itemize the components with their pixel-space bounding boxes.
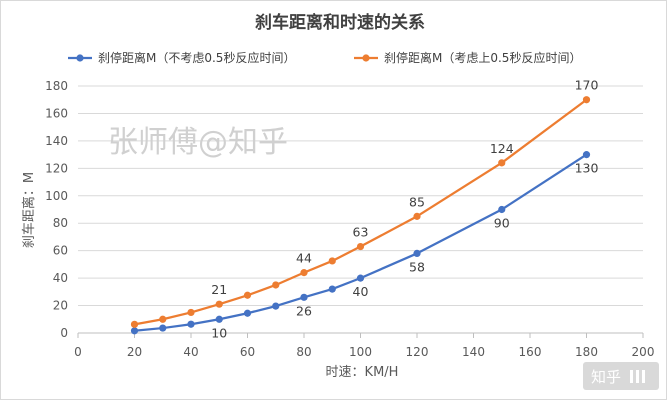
x-tick-label: 160	[519, 345, 542, 359]
data-label: 26	[296, 303, 312, 318]
y-tick-label: 60	[53, 244, 68, 258]
data-point	[215, 300, 223, 308]
data-point	[159, 315, 167, 323]
data-label: 44	[296, 251, 312, 266]
logo-bar-2	[636, 370, 639, 383]
y-tick-label: 160	[45, 106, 68, 120]
legend: 刹停距离M（不考虑0.5秒反应时间） 刹停距离M（考虑上0.5秒反应时间）	[68, 50, 581, 65]
legend-marker-2	[362, 54, 370, 62]
y-tick-label: 20	[53, 299, 68, 313]
x-axis-title: 时速：KM/H	[326, 365, 399, 380]
data-point	[130, 320, 139, 328]
y-tick-label: 140	[45, 134, 68, 148]
data-point	[413, 212, 421, 220]
data-point	[187, 308, 195, 317]
axes: 0 20 40 60 80 100 120 140 160 180 0 20 40 60 80 100 120 1…	[45, 79, 654, 359]
data-point	[328, 257, 336, 265]
y-tick-label: 120	[45, 161, 68, 175]
legend-label-2: 刹停距离M（考虑上0.5秒反应时间）	[384, 50, 581, 65]
y-axis-title: 刹车距离：M	[21, 172, 37, 248]
legend-label-1: 刹停距离M（不考虑0.5秒反应时间）	[98, 50, 295, 65]
zhihu-logo: 知乎	[583, 362, 659, 390]
series-line-2	[134, 98, 588, 326]
y-tick-label: 100	[45, 189, 68, 203]
y-tick-label: 0	[60, 326, 68, 340]
x-tick-label: 140	[462, 345, 485, 359]
data-point	[328, 285, 336, 293]
logo-bar-3	[642, 370, 645, 383]
x-tick-label: 200	[632, 345, 655, 359]
gridlines	[78, 85, 643, 307]
data-label: 124	[490, 141, 514, 156]
data-point	[498, 159, 506, 167]
data-point	[215, 315, 223, 323]
x-tick-label: 0	[74, 345, 82, 359]
x-tick-label: 20	[127, 345, 142, 359]
data-point	[272, 281, 280, 289]
chart-title: 刹车距离和时速的关系	[255, 12, 425, 33]
data-label: 170	[575, 78, 599, 93]
data-point	[243, 291, 252, 299]
data-point	[413, 249, 421, 258]
y-tick-label: 80	[53, 216, 68, 230]
x-tick-label: 180	[575, 345, 598, 359]
data-point	[300, 269, 308, 277]
data-label: 85	[409, 194, 425, 209]
legend-marker-1	[76, 54, 84, 62]
y-tick-label: 40	[53, 271, 68, 285]
data-point	[130, 327, 139, 335]
y-tick-label: 180	[45, 79, 68, 93]
logo-background	[583, 362, 659, 390]
x-tick-label: 120	[406, 345, 429, 359]
data-point	[187, 320, 195, 328]
data-label: 58	[409, 259, 425, 274]
data-point	[300, 293, 308, 301]
x-tick-label: 60	[240, 345, 255, 359]
watermark: 张师傅@知乎	[108, 125, 288, 160]
logo-text: 知乎	[591, 368, 621, 386]
data-point	[582, 151, 591, 159]
data-label: 10	[211, 325, 227, 340]
series-line-1	[134, 153, 588, 332]
data-label: 21	[211, 282, 227, 297]
data-point	[582, 96, 591, 104]
data-point	[272, 302, 280, 310]
plot-area: 10 26 40 58 90 130 21 44 63 85 124 170	[130, 78, 599, 340]
data-point	[243, 309, 252, 317]
data-point	[356, 274, 365, 282]
x-tick-label: 80	[296, 345, 311, 359]
data-label: 90	[494, 216, 510, 231]
data-label: 130	[575, 161, 599, 176]
data-point	[356, 242, 365, 251]
data-point	[159, 324, 167, 332]
data-label: 63	[353, 225, 369, 240]
logo-bar-1	[630, 370, 633, 383]
data-label: 40	[353, 284, 369, 299]
x-tick-label: 40	[183, 345, 198, 359]
x-tick-label: 100	[349, 345, 372, 359]
data-point	[498, 205, 506, 214]
